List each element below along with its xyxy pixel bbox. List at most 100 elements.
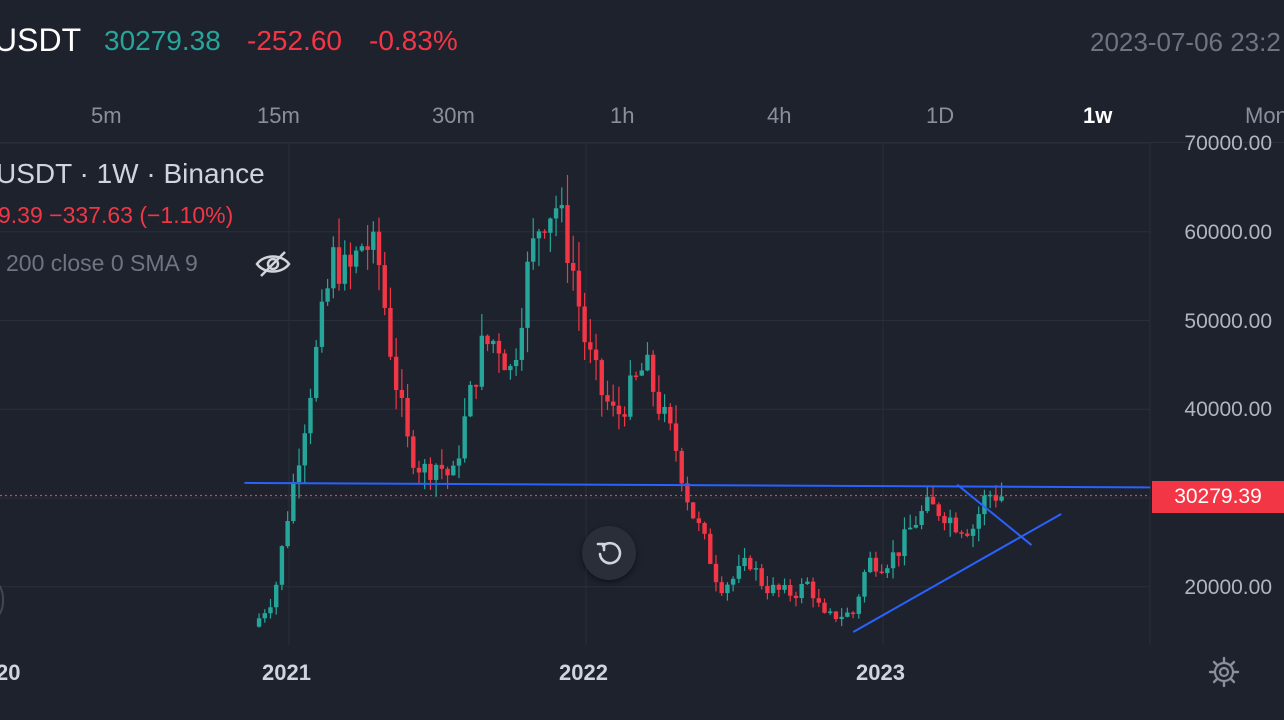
candle-body [753, 568, 759, 570]
candle-body [833, 611, 839, 620]
candle-body [588, 342, 593, 350]
candle-body [262, 613, 267, 619]
candle-body [993, 494, 999, 501]
candle-body [382, 265, 387, 308]
candle-body [411, 436, 416, 468]
candle-body [725, 584, 730, 594]
candle-body [508, 366, 513, 371]
candle-body [428, 463, 433, 480]
candle-body [976, 514, 981, 529]
candle-body [685, 483, 690, 503]
candle-body [553, 208, 559, 219]
candle-body [953, 517, 959, 533]
candle-body [713, 563, 719, 583]
reset-chart-button[interactable] [582, 526, 636, 580]
candle-body [799, 583, 804, 599]
candle-body [371, 231, 376, 250]
candle-body [947, 517, 953, 524]
tab-1d[interactable]: 1D [926, 103, 955, 128]
candle-body [399, 389, 405, 398]
price-change: -252.60 [247, 25, 342, 56]
candle-body [816, 598, 822, 603]
candle-body [405, 397, 410, 437]
candle-body [599, 360, 604, 396]
gear-icon[interactable] [1208, 656, 1240, 688]
trendlines-layer [244, 481, 1151, 633]
reset-icon [596, 541, 622, 565]
legend-indicator[interactable]: 200 close 0 SMA 9 [6, 250, 198, 276]
candle-body [331, 247, 336, 289]
candle-body [308, 397, 313, 434]
candle-body [616, 405, 622, 415]
candles-layer [256, 174, 1004, 628]
candle-body [582, 306, 587, 343]
tab-month[interactable]: Mon [1245, 103, 1284, 128]
candle-body [393, 356, 399, 390]
candle-body [593, 349, 599, 361]
candle-body [416, 467, 422, 473]
candle-body [913, 524, 919, 528]
candle-body [999, 496, 1004, 501]
candle-body [856, 596, 861, 614]
candle-body [610, 401, 616, 406]
candle-body [513, 359, 519, 367]
candle-body [936, 504, 941, 517]
tab-1w[interactable]: 1w [1083, 103, 1113, 128]
candle-body [628, 375, 633, 417]
candle-body [468, 384, 473, 417]
candle-body [776, 584, 782, 590]
candle-body [765, 585, 770, 594]
candle-body [353, 250, 359, 267]
candle-body [902, 529, 907, 557]
tab-15m[interactable]: 15m [257, 103, 300, 128]
candle-body [439, 464, 445, 469]
candle-body [433, 464, 439, 480]
candle-body [702, 523, 707, 534]
candle-body [325, 288, 330, 302]
candle-body [571, 263, 576, 271]
candle-body [491, 340, 496, 345]
candle-body [810, 581, 816, 599]
y-tick-70000: 70000.00 [1184, 132, 1272, 155]
candle-body [342, 254, 347, 284]
candle-body [359, 246, 365, 251]
candle-body [987, 494, 993, 497]
tab-5m[interactable]: 5m [91, 103, 122, 128]
candle-body [885, 568, 890, 574]
candle-body [982, 495, 987, 515]
x-tick-2022: 2022 [559, 660, 608, 685]
candle-body [942, 516, 947, 524]
candle-body [479, 335, 485, 387]
candle-body [862, 572, 867, 597]
candle-body [896, 552, 901, 557]
candle-body [279, 546, 285, 585]
candle-body [319, 301, 325, 347]
candle-body [536, 231, 542, 239]
candle-body [839, 616, 844, 620]
candle-body [525, 261, 530, 328]
symbol-label[interactable]: USDT [0, 22, 82, 58]
candle-body [605, 395, 610, 402]
tab-30m[interactable]: 30m [432, 103, 475, 128]
tab-1h[interactable]: 1h [610, 103, 635, 128]
candle-body [531, 238, 536, 262]
x-tick-2020: 20 [0, 660, 21, 685]
eye-hidden-icon[interactable] [254, 248, 292, 280]
y-tick-20000: 20000.00 [1184, 576, 1272, 599]
candle-body [759, 568, 764, 586]
legend-title[interactable]: USDT · 1W · Binance [0, 158, 265, 189]
candle-body [274, 584, 279, 608]
candle-body [679, 450, 684, 484]
tab-4h[interactable]: 4h [767, 103, 792, 128]
candle-body [542, 231, 547, 233]
candle-body [959, 532, 964, 534]
candle-body [622, 414, 627, 417]
grid-layer [0, 142, 1151, 645]
candle-body [919, 511, 924, 525]
datetime-label: 2023-07-06 23:2 [1090, 27, 1281, 57]
candle-body [422, 463, 427, 473]
x-tick-2023: 2023 [856, 660, 905, 685]
trendline-0 [244, 481, 1151, 489]
candle-body [822, 602, 827, 613]
